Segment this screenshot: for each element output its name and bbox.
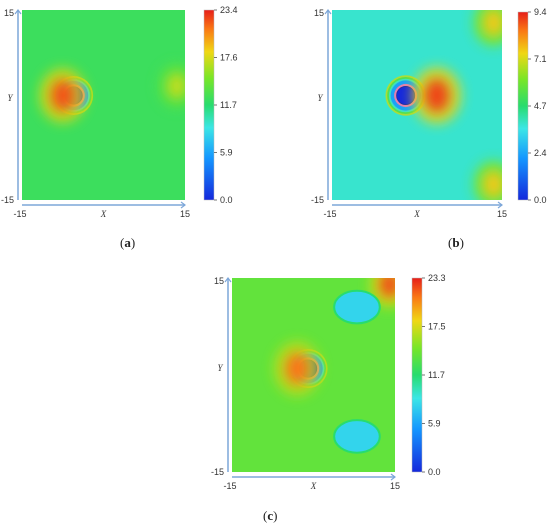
colorbar-tick-label: 9.4 bbox=[534, 7, 547, 17]
y-axis-label: Y bbox=[317, 93, 323, 103]
y-axis-arrow bbox=[14, 9, 22, 15]
hotspot-core bbox=[167, 72, 185, 100]
colorbar bbox=[517, 11, 529, 201]
colorbar-tick-label: 23.4 bbox=[220, 5, 238, 15]
colorbar-tick-label: 7.1 bbox=[534, 54, 547, 64]
hotspot-core bbox=[51, 79, 75, 112]
x-tick-label: -15 bbox=[323, 209, 336, 219]
x-axis-label: X bbox=[100, 209, 107, 219]
x-tick-label: -15 bbox=[223, 481, 236, 491]
y-axis-label: Y bbox=[7, 93, 13, 103]
colorbar-tick-label: 0.0 bbox=[534, 195, 547, 205]
x-tick-label: 15 bbox=[390, 481, 400, 491]
y-axis-arrow bbox=[324, 9, 332, 15]
hotspot-core bbox=[483, 10, 502, 37]
heatmap-panel-c: 15 -15 -15 15 X Y 23.3 17.5 11.7 5.9 0.0 bbox=[200, 268, 446, 500]
y-tick-label: -15 bbox=[311, 195, 324, 205]
hotspot-core bbox=[483, 170, 502, 198]
hotspot-core bbox=[424, 79, 450, 112]
colorbar-tick-label: 5.9 bbox=[428, 419, 441, 429]
y-tick-label: 15 bbox=[214, 276, 224, 286]
panel-caption-b: (b) bbox=[448, 235, 464, 250]
x-axis-arrow bbox=[180, 201, 186, 209]
heatmap-field bbox=[22, 10, 185, 200]
panel-caption-a: (a) bbox=[120, 235, 136, 250]
colorbar-tick-label: 2.4 bbox=[534, 148, 547, 158]
y-axis-label: Y bbox=[217, 363, 223, 373]
x-axis-arrow bbox=[390, 473, 396, 481]
panel-caption-c: (c) bbox=[263, 508, 278, 523]
colorbar-tick-label: 11.7 bbox=[220, 100, 237, 110]
hotspot-core bbox=[379, 278, 395, 298]
colorbar bbox=[411, 277, 423, 473]
low-value-region bbox=[333, 419, 381, 454]
x-tick-label: 15 bbox=[497, 209, 507, 219]
heatmap-chart-b: 15 -15 -15 15 X Y 9.4 7.1 4.7 2.4 0.0 bbox=[311, 7, 547, 219]
heatmap-field bbox=[332, 10, 502, 200]
colorbar bbox=[203, 9, 215, 201]
x-axis-arrow bbox=[497, 201, 503, 209]
y-tick-label: -15 bbox=[1, 195, 14, 205]
cylinder-core bbox=[396, 86, 416, 105]
colorbar-tick-label: 17.5 bbox=[428, 322, 446, 332]
heatmap-chart-a: 15 -15 -15 15 X Y 23.4 17.6 11.7 5.9 0.0 bbox=[1, 5, 238, 219]
heatmap-field bbox=[232, 278, 395, 472]
hotspot-core bbox=[285, 352, 309, 385]
x-axis-label: X bbox=[310, 481, 317, 491]
low-value-region bbox=[333, 289, 381, 325]
y-tick-label: -15 bbox=[211, 467, 224, 477]
colorbar-tick-label: 4.7 bbox=[534, 101, 547, 111]
heatmap-panel-a: 15 -15 -15 15 X Y 23.4 17.6 11.7 5.9 0.0 bbox=[0, 0, 270, 225]
colorbar-tick-label: 0.0 bbox=[428, 467, 441, 477]
y-axis-arrow bbox=[224, 277, 232, 283]
colorbar-tick-label: 5.9 bbox=[220, 148, 233, 158]
y-tick-label: 15 bbox=[314, 8, 324, 18]
colorbar-tick-label: 23.3 bbox=[428, 273, 446, 283]
colorbar-tick-label: 0.0 bbox=[220, 195, 233, 205]
heatmap-panel-b: 15 -15 -15 15 X Y 9.4 7.1 4.7 2.4 0.0 bbox=[275, 0, 550, 225]
heatmap-chart-c: 15 -15 -15 15 X Y 23.3 17.5 11.7 5.9 0.0 bbox=[211, 273, 446, 491]
x-tick-label: 15 bbox=[180, 209, 190, 219]
x-axis-label: X bbox=[413, 209, 420, 219]
y-tick-label: 15 bbox=[4, 8, 14, 18]
colorbar-tick-label: 11.7 bbox=[428, 370, 445, 380]
colorbar-tick-label: 17.6 bbox=[220, 53, 238, 63]
x-tick-label: -15 bbox=[13, 209, 26, 219]
